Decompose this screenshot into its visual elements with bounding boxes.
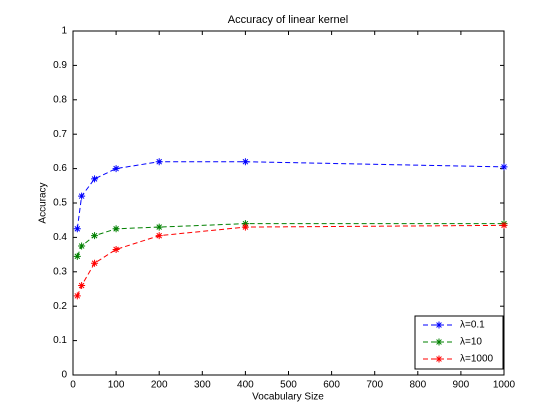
legend-marker [435, 355, 443, 363]
marker [73, 292, 81, 300]
x-tick-label: 200 [151, 380, 168, 391]
x-tick-label: 100 [108, 380, 125, 391]
x-tick-label: 300 [194, 380, 211, 391]
y-tick-label: 0.6 [53, 163, 67, 174]
marker [112, 225, 120, 233]
legend-box [414, 315, 504, 370]
marker [155, 232, 163, 240]
marker [73, 252, 81, 260]
marker [91, 232, 99, 240]
marker [155, 158, 163, 166]
marker [500, 163, 508, 171]
x-tick-label: 0 [70, 380, 76, 391]
y-tick-label: 0.5 [53, 198, 67, 209]
y-tick-label: 0.9 [53, 60, 67, 71]
y-tick-label: 0.4 [53, 232, 67, 243]
legend-label: λ=1000 [460, 354, 494, 365]
y-tick-label: 0.7 [53, 129, 67, 140]
marker [241, 223, 249, 231]
marker [73, 225, 81, 233]
marker [500, 221, 508, 229]
marker [241, 158, 249, 166]
marker [112, 245, 120, 253]
y-tick-label: 0 [61, 370, 67, 381]
legend-label: λ=10 [460, 337, 482, 348]
y-tick-label: 0.1 [53, 335, 67, 346]
marker [91, 175, 99, 183]
legend-marker [435, 321, 443, 329]
x-tick-label: 500 [280, 380, 297, 391]
marker [112, 165, 120, 173]
x-tick-label: 900 [453, 380, 470, 391]
marker [78, 242, 86, 250]
x-tick-label: 400 [237, 380, 254, 391]
y-tick-label: 0.8 [53, 94, 67, 105]
y-tick-label: 0.2 [53, 301, 67, 312]
legend-label: λ=0.1 [460, 320, 485, 331]
marker [155, 223, 163, 231]
legend-marker [435, 338, 443, 346]
y-axis-label: Accuracy [38, 182, 49, 223]
marker [78, 192, 86, 200]
marker [91, 259, 99, 267]
x-tick-label: 800 [409, 380, 426, 391]
marker [78, 282, 86, 290]
x-tick-label: 700 [366, 380, 383, 391]
x-axis-label: Vocabulary Size [252, 392, 324, 403]
y-tick-label: 0.3 [53, 266, 67, 277]
x-tick-label: 600 [323, 380, 340, 391]
x-tick-label: 1000 [493, 380, 516, 391]
y-tick-label: 1 [61, 26, 67, 37]
chart-title: Accuracy of linear kernel [228, 14, 348, 26]
